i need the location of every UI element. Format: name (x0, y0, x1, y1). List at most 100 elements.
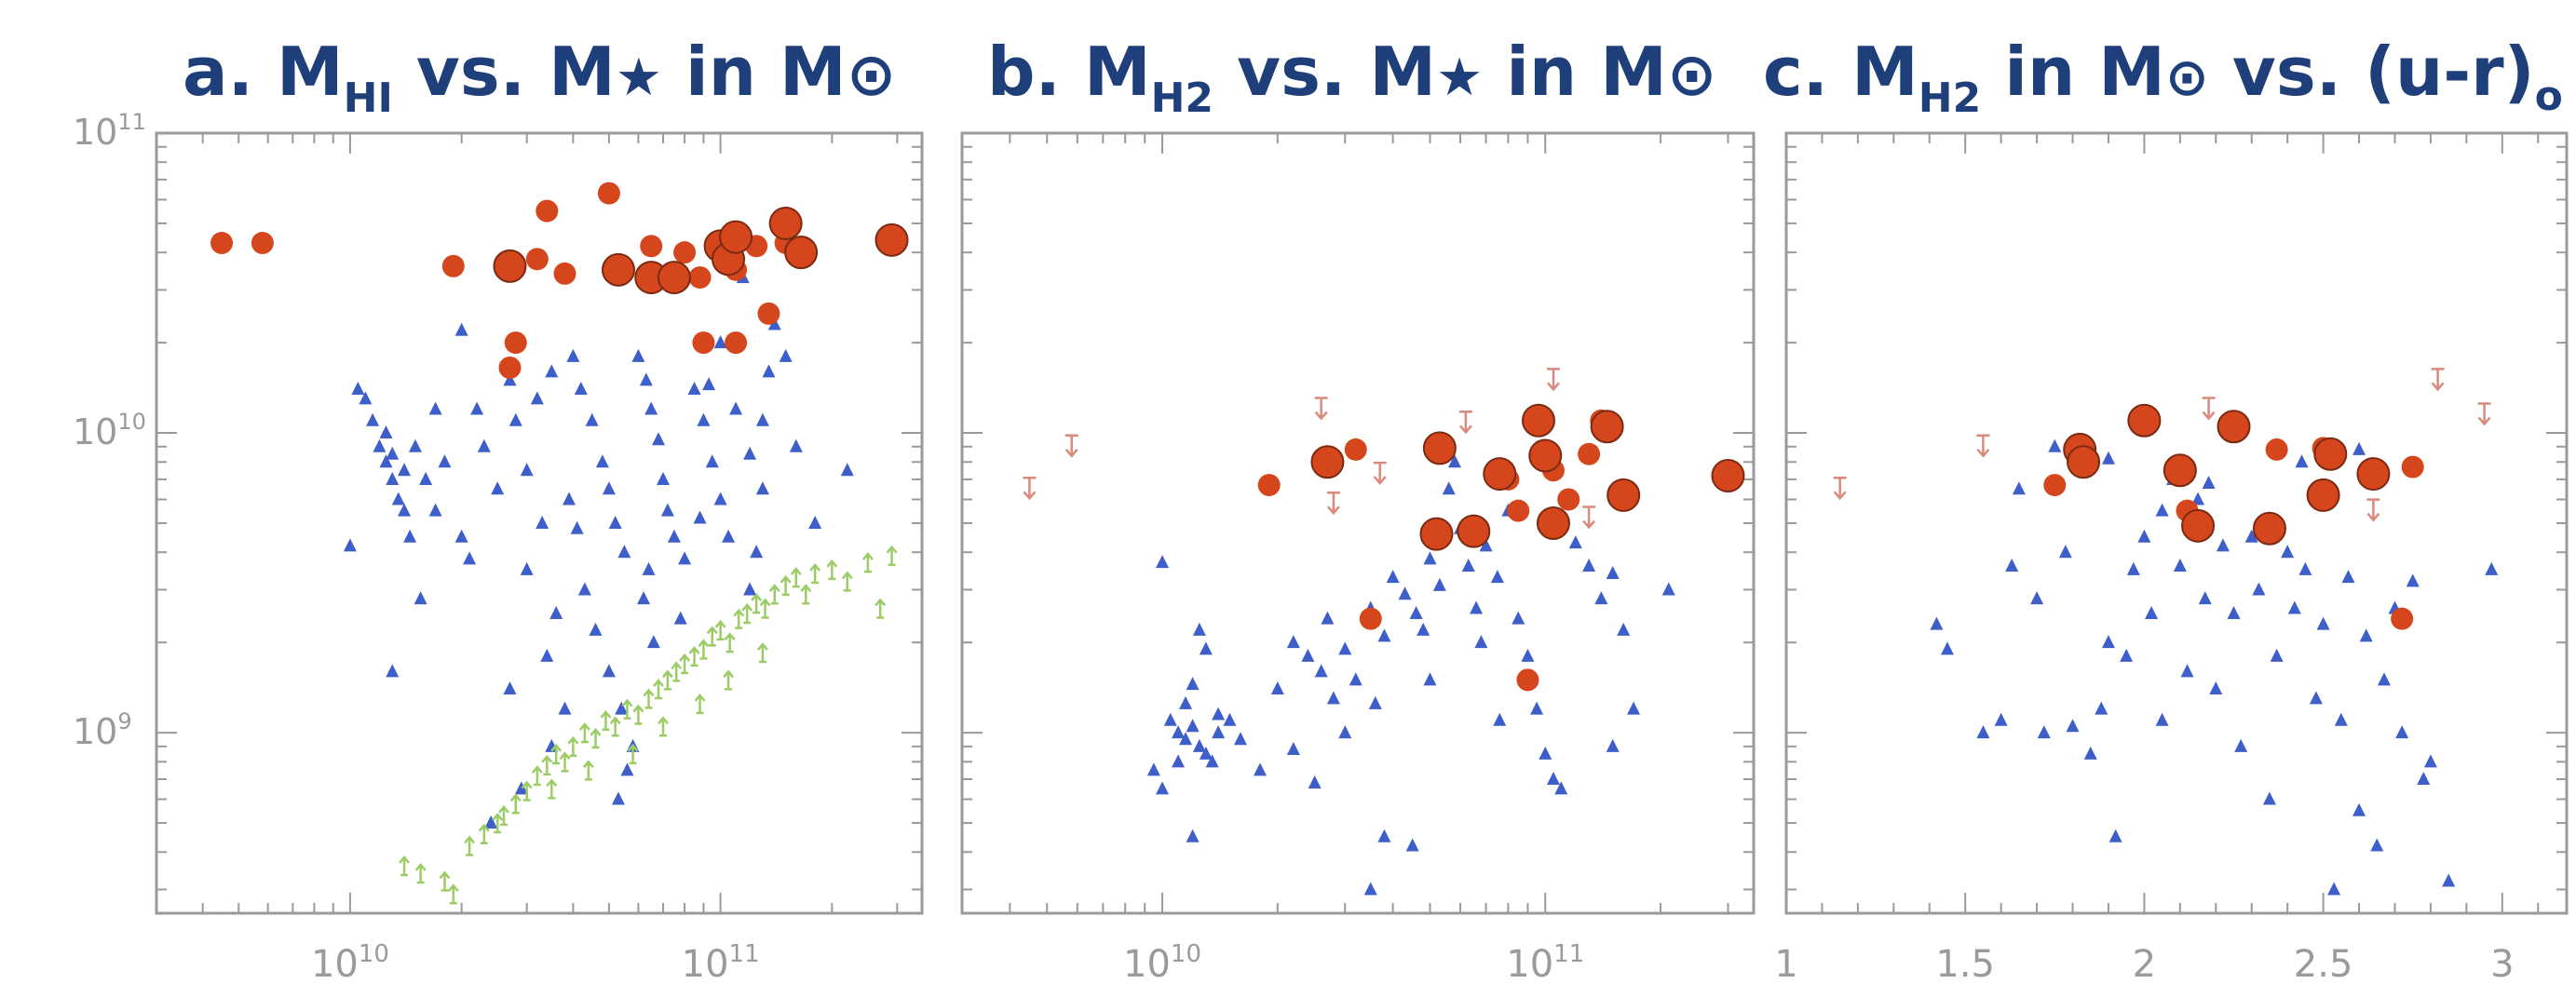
upper-limit-marker (733, 608, 745, 629)
upper-limit-marker (414, 863, 427, 884)
data-point-circle-large (784, 236, 819, 270)
upper-limit-marker (478, 823, 490, 844)
title-part: in M (662, 33, 847, 111)
data-point-triangle (1493, 712, 1507, 726)
tick-exponent: 11 (1553, 940, 1584, 968)
upper-limit-marker (1546, 368, 1560, 392)
data-point-triangle (1192, 738, 1206, 752)
x-tick-label: 1011 (682, 940, 760, 986)
data-point-circle (251, 232, 274, 255)
data-point-triangle (1582, 558, 1596, 572)
data-point-triangle (1178, 732, 1192, 746)
upper-limit-marker (498, 804, 509, 827)
data-point-triangle (2327, 882, 2341, 896)
upper-limit-marker (723, 669, 735, 691)
upper-limit-marker (886, 545, 898, 567)
title-part: a. M (183, 33, 344, 111)
data-point-circle-large (657, 261, 691, 295)
title-part: c. M (1763, 33, 1918, 111)
data-point-triangle (558, 701, 572, 715)
y-tick-label: 1010 (73, 409, 146, 452)
data-point-triangle (536, 516, 549, 529)
upper-limit-marker (632, 704, 644, 725)
data-point-triangle (1146, 762, 1160, 776)
data-point-triangle (755, 412, 769, 426)
data-point-triangle (2485, 561, 2499, 575)
data-point-triangle (789, 438, 803, 452)
plot-frame (960, 131, 1756, 915)
data-point-triangle (808, 516, 822, 529)
data-point-triangle (1363, 882, 1377, 896)
title-part: vs. (u-r) (2209, 33, 2535, 111)
tick-base: 10 (73, 411, 117, 452)
data-point-triangle (620, 762, 634, 776)
title-part: HI (344, 74, 393, 122)
data-point-triangle (1490, 570, 1504, 584)
data-point-triangle (2155, 712, 2169, 726)
data-point-circle-large (1607, 478, 1641, 512)
data-point-triangle (2341, 570, 2355, 584)
upper-limit-marker (643, 688, 655, 709)
upper-limit-marker (790, 567, 802, 588)
x-tick-label: 1010 (311, 940, 389, 986)
data-point-triangle (428, 401, 442, 415)
data-point-triangle (2202, 475, 2216, 489)
data-point-circle (688, 266, 712, 290)
data-point-triangle (1286, 635, 1300, 649)
data-point-triangle (2180, 664, 2194, 678)
data-point-triangle (1270, 681, 1284, 695)
data-point-triangle (2234, 738, 2248, 752)
data-point-triangle (2198, 591, 2212, 605)
upper-limit-marker (590, 727, 602, 749)
data-point-triangle (1254, 762, 1268, 776)
data-point-circle (1507, 499, 1530, 522)
y-tick-label: 1011 (73, 109, 146, 153)
data-point-triangle (2037, 725, 2051, 739)
data-point-triangle (414, 591, 427, 605)
x-tick-label: 1.5 (1935, 943, 1995, 986)
data-point-triangle (503, 681, 517, 695)
upper-limit-marker (2431, 368, 2445, 392)
data-point-triangle (2058, 545, 2072, 559)
data-point-circle-large (2181, 508, 2216, 543)
data-point-triangle (386, 446, 400, 460)
data-point-triangle (403, 529, 417, 543)
data-point-circle (1557, 488, 1580, 511)
upper-limit-marker (800, 584, 812, 605)
data-point-triangle (693, 510, 707, 524)
data-point-circle (441, 254, 465, 277)
upper-limit-marker (541, 754, 553, 776)
data-point-triangle (608, 516, 622, 529)
upper-limit-marker (714, 619, 726, 641)
data-point-triangle (1338, 641, 1352, 655)
upper-limit-marker (2366, 498, 2380, 522)
upper-limit-marker (688, 645, 700, 667)
data-point-circle (210, 232, 234, 255)
data-point-triangle (1308, 775, 1322, 789)
data-point-triangle (1554, 781, 1568, 795)
upper-limit-marker (759, 598, 771, 619)
data-point-triangle (408, 438, 422, 452)
upper-limit-marker (578, 722, 590, 744)
data-point-triangle (540, 648, 554, 662)
x-tick-label: 1 (1774, 943, 1797, 986)
upper-limit-marker (559, 751, 571, 773)
data-point-triangle (2209, 681, 2223, 695)
data-point-triangle (1617, 622, 1631, 636)
data-point-triangle (1386, 570, 1400, 584)
data-point-circle-large (1310, 445, 1345, 479)
data-point-triangle (1594, 591, 1608, 605)
data-point-triangle (1199, 641, 1213, 655)
data-point-triangle (1398, 586, 1412, 600)
data-point-triangle (2417, 771, 2431, 785)
upper-limit-marker (653, 679, 664, 700)
data-point-triangle (1163, 712, 1177, 726)
title-part: in M (1483, 33, 1667, 111)
upper-limit-marker (2477, 402, 2491, 426)
data-point-circle-large (1419, 517, 1454, 551)
data-point-triangle (1349, 672, 1363, 686)
upper-limit-marker (780, 574, 792, 597)
data-point-triangle (1368, 695, 1382, 709)
upper-limit-marker (679, 653, 691, 675)
upper-limit-marker (751, 593, 763, 614)
